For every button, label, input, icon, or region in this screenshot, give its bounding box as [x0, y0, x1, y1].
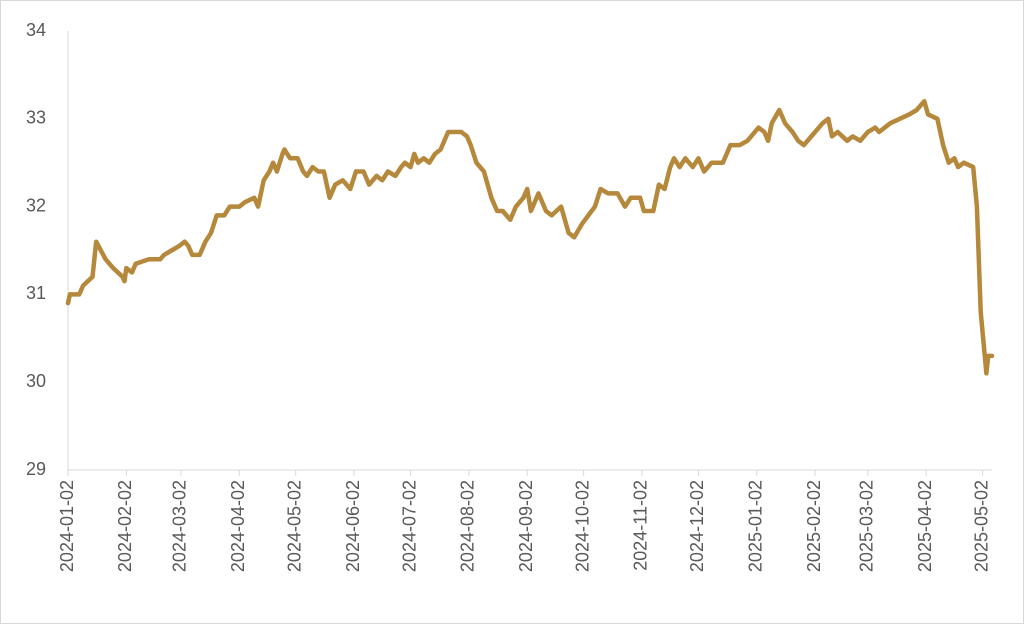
- x-tick-label: 2024-10-02: [572, 480, 592, 572]
- x-tick-label: 2024-12-02: [687, 480, 707, 572]
- x-tick-label: 2024-01-02: [57, 480, 77, 572]
- x-tick-label: 2025-01-02: [746, 480, 766, 572]
- x-tick-label: 2024-05-02: [284, 480, 304, 572]
- x-tick-label: 2024-06-02: [343, 480, 363, 572]
- y-tick-label: 30: [26, 371, 46, 391]
- line-series: [65, 98, 995, 376]
- x-tick-label: 2024-09-02: [516, 480, 536, 572]
- x-tick-label: 2025-04-02: [915, 480, 935, 572]
- x-tick-label: 2025-02-02: [804, 480, 824, 572]
- x-tick-label: 2024-11-02: [631, 480, 651, 571]
- x-tick-label: 2024-08-02: [458, 480, 478, 572]
- x-tick-label: 2024-07-02: [399, 480, 419, 572]
- y-tick-label: 33: [26, 108, 46, 128]
- x-tick-label: 2024-04-02: [228, 480, 248, 572]
- x-tick-label: 2024-02-02: [115, 480, 135, 572]
- y-tick-label: 32: [26, 195, 46, 215]
- x-tick-label: 2025-03-02: [857, 480, 877, 572]
- x-tick-label: 2024-03-02: [170, 480, 190, 572]
- y-tick-label: 29: [26, 459, 46, 479]
- y-tick-label: 34: [26, 20, 46, 40]
- y-tick-label: 31: [26, 283, 46, 303]
- x-tick-label: 2025-05-02: [971, 480, 991, 572]
